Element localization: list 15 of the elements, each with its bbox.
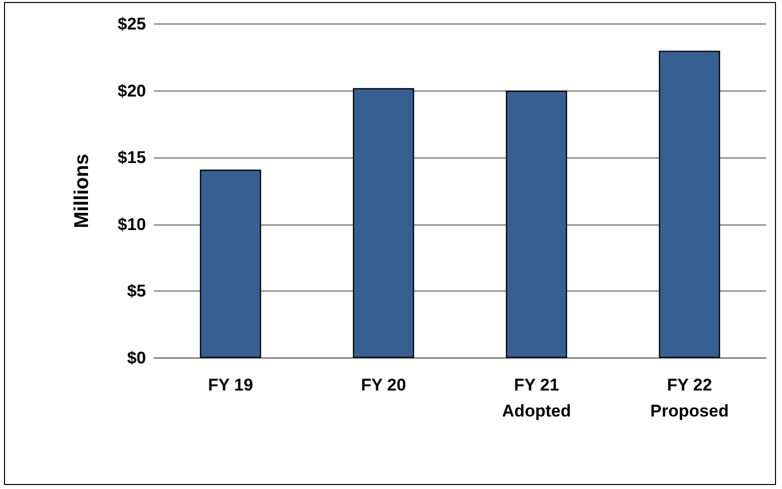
y-tick-label: $5 (127, 282, 146, 301)
x-tick-label: FY 19 (208, 376, 254, 394)
y-tick-label: $0 (127, 348, 146, 368)
x-tick-label: FY 20 (360, 376, 406, 394)
y-tick-label: $15 (118, 148, 146, 168)
x-tick-label: FY 21 Adopted (502, 376, 571, 420)
x-tick-label: FY 22 Proposed (650, 376, 729, 420)
bar (658, 50, 720, 358)
bar (200, 170, 262, 358)
y-tick-label: $20 (118, 81, 146, 100)
bar (506, 90, 568, 358)
bar (352, 88, 414, 358)
y-tick-label: $25 (118, 14, 146, 34)
y-axis-title: Millions (71, 154, 93, 228)
y-tick-label: $10 (118, 214, 146, 234)
